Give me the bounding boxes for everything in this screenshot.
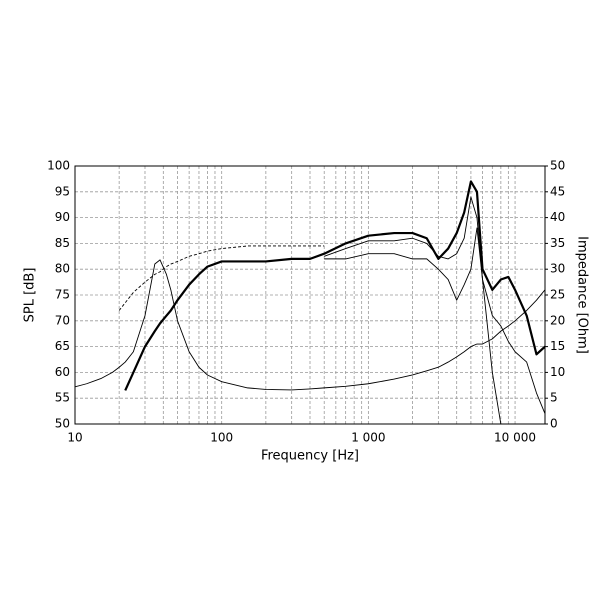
y-tick-label: 60	[55, 365, 70, 379]
y2-tick-label: 35	[550, 236, 565, 250]
x-axis-label: Frequency [Hz]	[261, 449, 359, 464]
y-tick-label: 95	[55, 184, 70, 198]
y2-tick-label: 20	[550, 313, 565, 327]
x-tick-label: 10	[67, 431, 82, 445]
y-tick-label: 70	[55, 313, 70, 327]
y2-tick-label: 45	[550, 184, 565, 198]
x-tick-label: 100	[210, 431, 233, 445]
y2-tick-label: 0	[550, 417, 558, 431]
x-tick-label: 1 000	[351, 431, 385, 445]
y2-tick-label: 5	[550, 391, 558, 405]
y-tick-label: 85	[55, 236, 70, 250]
y-tick-label: 100	[47, 159, 70, 173]
y2-tick-label: 15	[550, 339, 565, 353]
plot-frame	[74, 165, 546, 425]
y2-axis-label: Impedance [Ohm]	[575, 236, 590, 354]
y-tick-label: 90	[55, 210, 70, 224]
data-line	[75, 259, 545, 391]
y-tick-label: 55	[55, 391, 70, 405]
y2-tick-label: 30	[550, 262, 565, 276]
data-line	[124, 180, 545, 391]
y-tick-label: 80	[55, 262, 70, 276]
data-line	[118, 245, 325, 311]
data-line	[324, 227, 502, 424]
y2-tick-label: 40	[550, 210, 565, 224]
data-line	[324, 196, 545, 414]
y-tick-label: 50	[55, 417, 70, 431]
y2-tick-label: 10	[550, 365, 565, 379]
y2-tick-label: 25	[550, 288, 565, 302]
y-tick-label: 75	[55, 288, 70, 302]
y-axis-label: SPL [dB]	[23, 268, 38, 323]
x-tick-label: 10 000	[494, 431, 536, 445]
y2-tick-label: 50	[550, 159, 565, 173]
y-tick-label: 65	[55, 339, 70, 353]
